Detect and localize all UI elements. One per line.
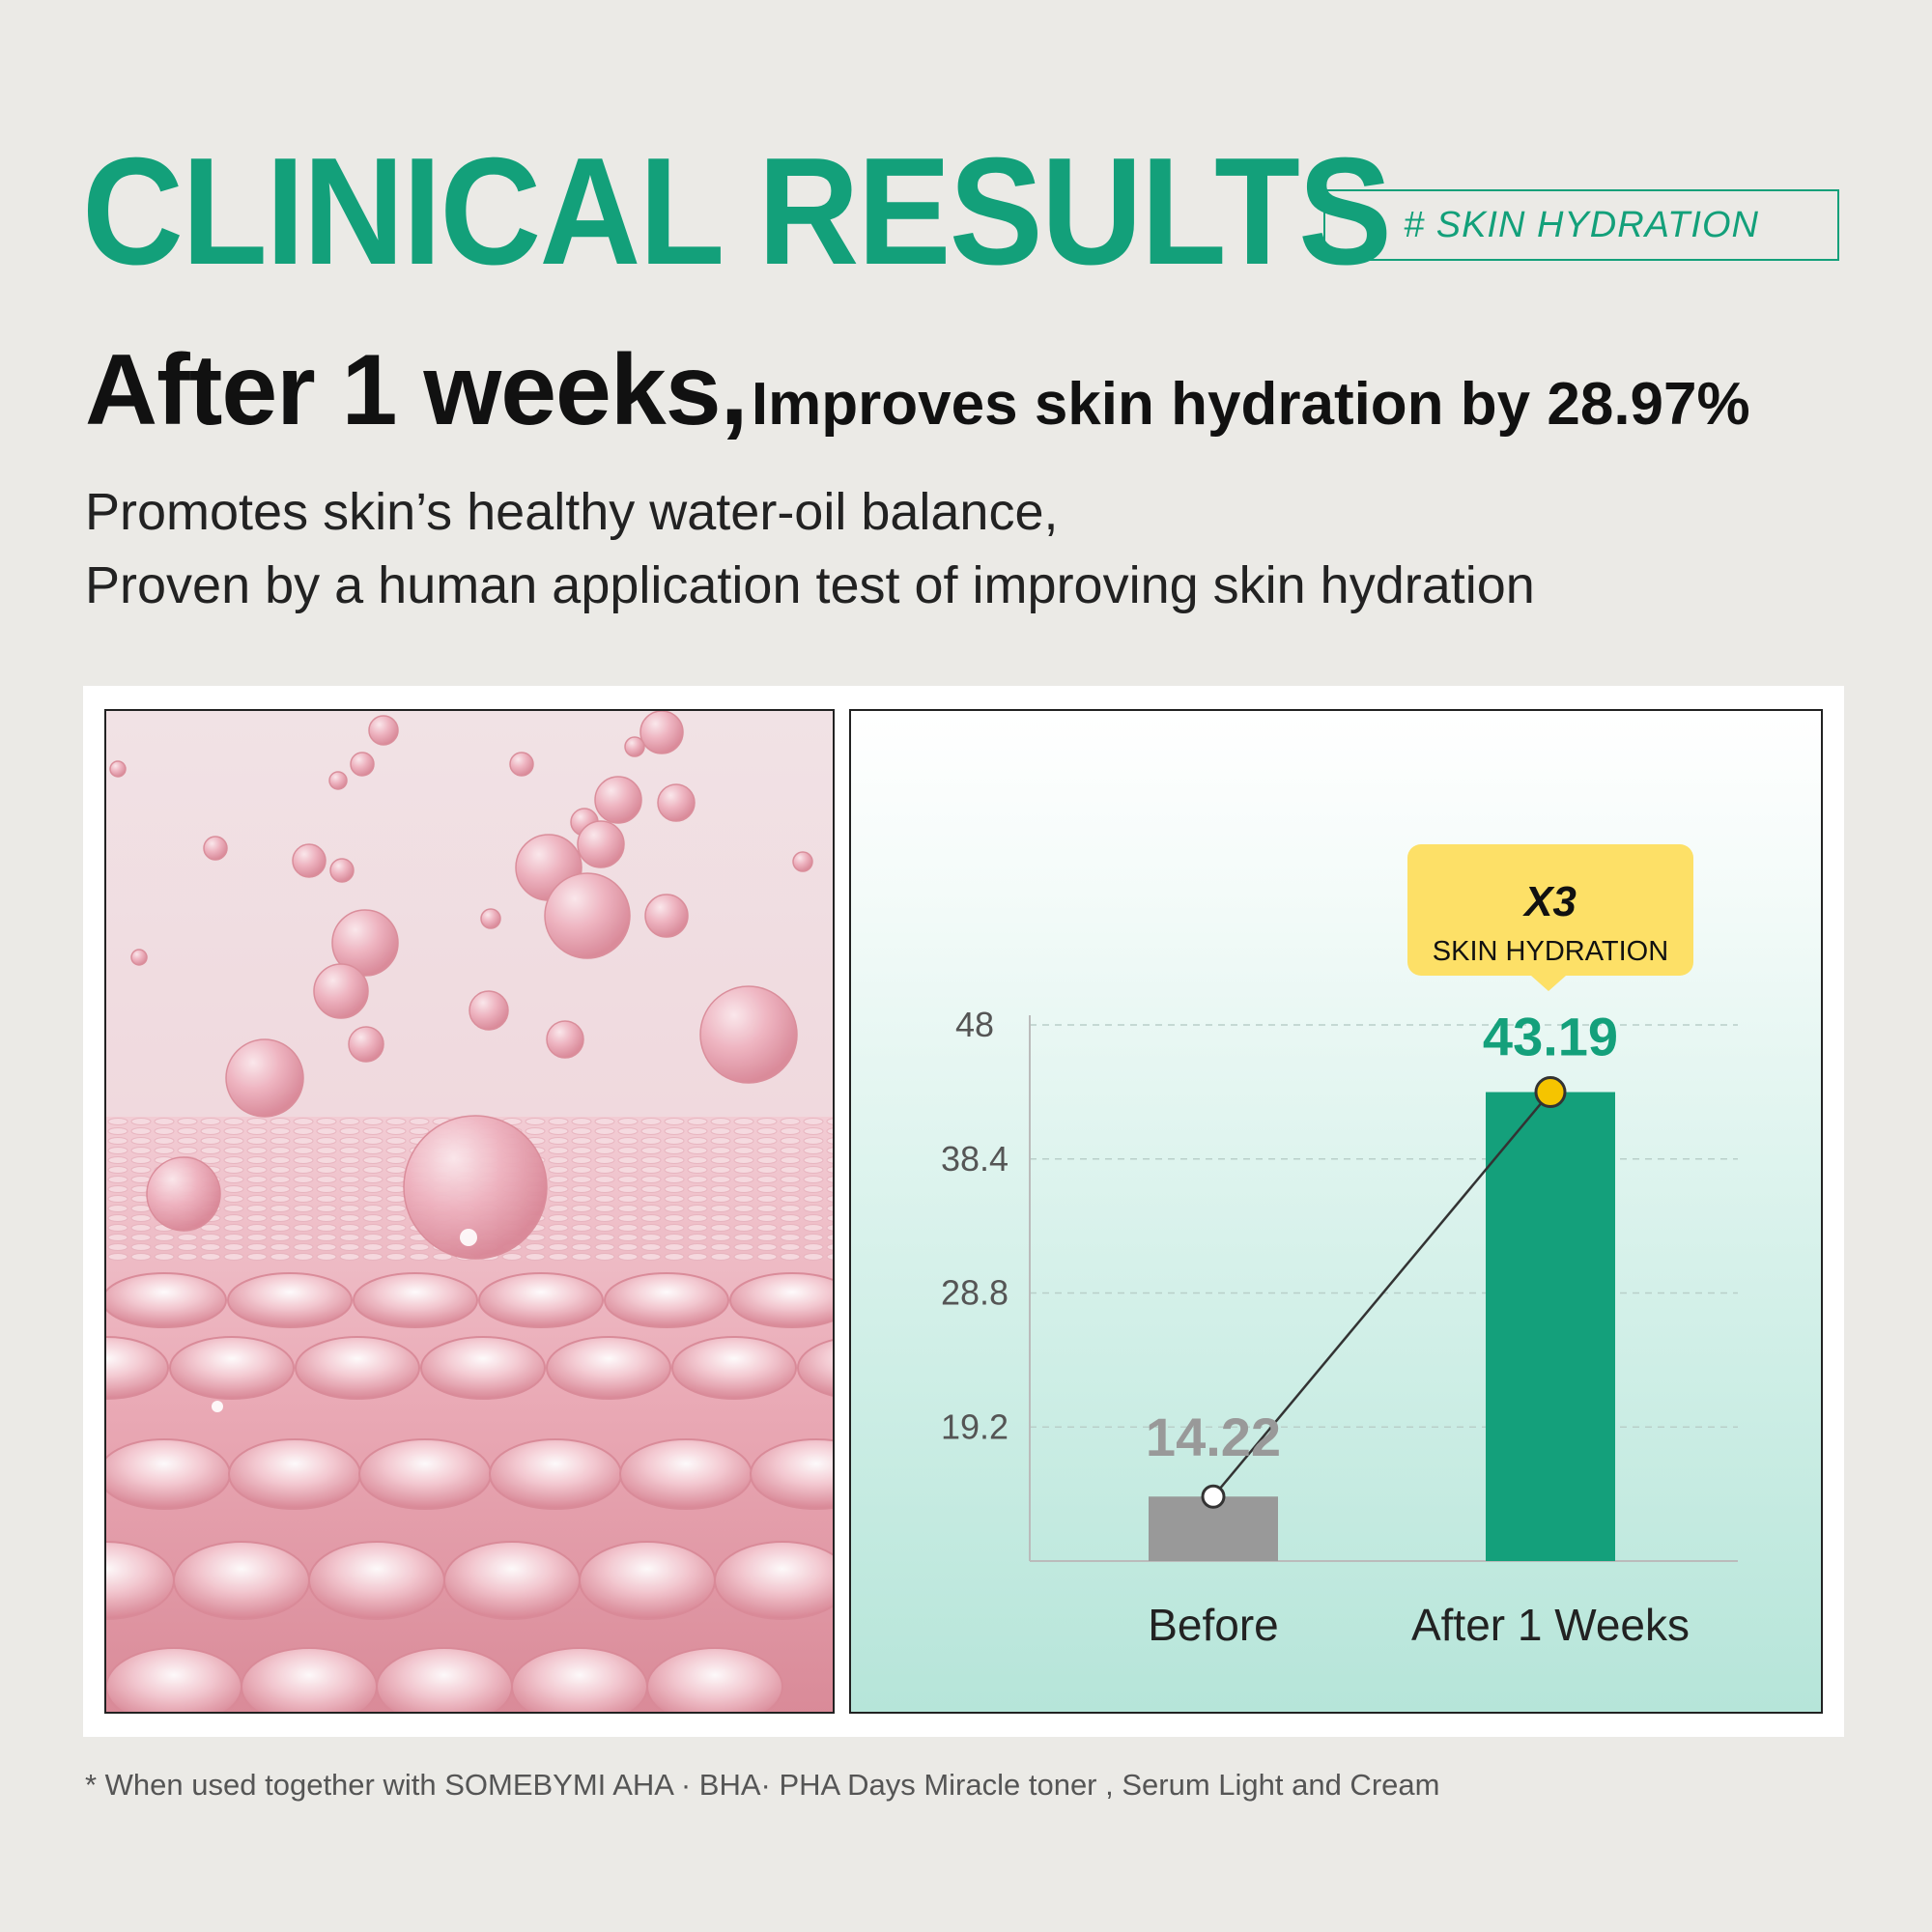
headline-small: Improves skin hydration by 28.97% bbox=[751, 371, 1750, 438]
hydration-bar-chart: X3 SKIN HYDRATION 19.2 28.8 38.4 48 14.22 43… bbox=[941, 844, 1738, 1650]
hydration-chart: X3 SKIN HYDRATION 19.2 28.8 38.4 48 14.22 43… bbox=[849, 709, 1823, 1714]
value-label: 43.19 bbox=[1483, 1007, 1618, 1067]
water-droplets bbox=[109, 711, 813, 1260]
connector-line bbox=[1201, 1076, 1567, 1509]
y-tick-label: 28.8 bbox=[941, 1273, 1009, 1313]
headline-big: After 1 weeks, bbox=[85, 334, 748, 446]
skin-hydration-tag: # SKIN HYDRATION bbox=[1323, 189, 1839, 261]
x-category-label: Before bbox=[1148, 1600, 1279, 1650]
y-tick-label: 38.4 bbox=[941, 1139, 1009, 1179]
page-title: CLINICAL RESULTS bbox=[82, 127, 1392, 297]
axes bbox=[1029, 1015, 1738, 1562]
grid-lines bbox=[1030, 1024, 1738, 1428]
callout-multiplier: X3 bbox=[1521, 878, 1577, 925]
y-tick-label: 48 bbox=[955, 1005, 994, 1044]
y-tick-label: 19.2 bbox=[941, 1406, 1009, 1446]
x-category-label: After 1 Weeks bbox=[1411, 1600, 1690, 1650]
callout-badge: X3 SKIN HYDRATION bbox=[1407, 844, 1693, 991]
results-card: X3 SKIN HYDRATION 19.2 28.8 38.4 48 14.22 43… bbox=[83, 686, 1844, 1737]
skin-hydration-image bbox=[104, 709, 835, 1714]
skin-cell-rows bbox=[106, 1272, 833, 1712]
headline: After 1 weeks, Improves skin hydration b… bbox=[85, 340, 1750, 440]
description: Promotes skin’s healthy water-oil balanc… bbox=[85, 475, 1535, 622]
description-line-1: Promotes skin’s healthy water-oil balanc… bbox=[85, 483, 1059, 541]
bar-after bbox=[1486, 1092, 1615, 1561]
before-marker bbox=[1201, 1484, 1226, 1509]
x-axis-labels: Before After 1 Weeks bbox=[1148, 1600, 1690, 1650]
callout-box bbox=[1407, 844, 1693, 976]
description-line-2: Proven by a human application test of im… bbox=[85, 556, 1535, 614]
y-axis-labels: 19.2 28.8 38.4 48 bbox=[941, 1005, 1009, 1446]
callout-label: SKIN HYDRATION bbox=[1433, 936, 1668, 967]
connector-line bbox=[1212, 1091, 1551, 1498]
callout-pointer bbox=[1531, 976, 1566, 991]
value-labels: 14.22 43.19 bbox=[1146, 1007, 1618, 1468]
footnote: * When used together with SOMEBYMI AHA ·… bbox=[85, 1768, 1440, 1802]
hydration-skin-illustration-icon bbox=[106, 711, 833, 1712]
after-marker bbox=[1534, 1076, 1567, 1109]
value-label: 14.22 bbox=[1146, 1406, 1281, 1467]
